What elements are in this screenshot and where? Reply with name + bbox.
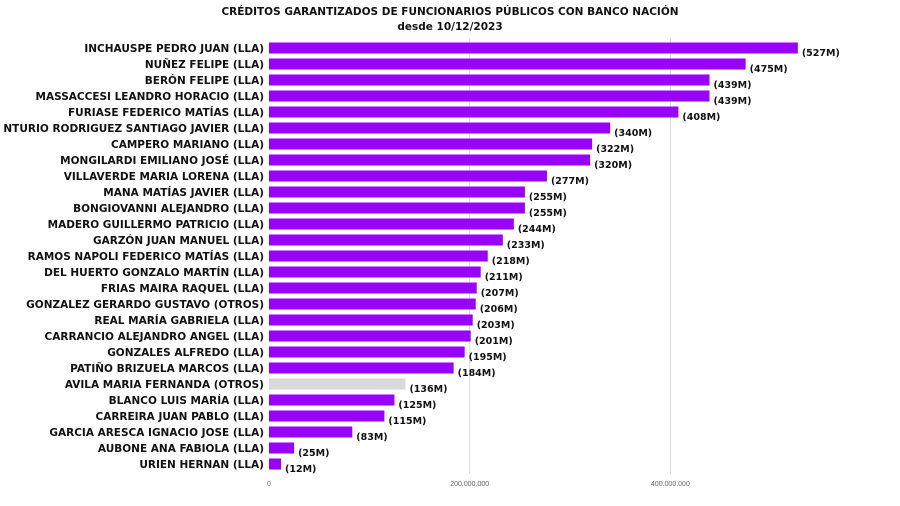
- data-label: (340M): [614, 128, 652, 139]
- bar: [269, 138, 593, 150]
- data-label: (218M): [492, 256, 530, 267]
- bar: [269, 282, 477, 294]
- x-tick-label: 200.000.000: [450, 481, 489, 488]
- chart-title: CRÉDITOS GARANTIZADOS DE FUNCIONARIOS PÚ…: [221, 6, 679, 18]
- bar: [269, 74, 710, 86]
- bar: [269, 410, 385, 422]
- bar: [269, 346, 465, 358]
- x-tick-label: 0: [267, 481, 271, 488]
- bar: [269, 90, 710, 102]
- category-label: FRIAS MAIRA RAQUEL (LLA): [101, 283, 264, 295]
- data-label: (233M): [507, 240, 545, 251]
- data-label: (83M): [356, 432, 387, 443]
- chart-subtitle: desde 10/12/2023: [397, 21, 503, 33]
- data-label: (277M): [551, 176, 589, 187]
- category-label: AVILA MARIA FERNANDA (OTROS): [65, 379, 264, 391]
- bar: [269, 42, 798, 54]
- bar: [269, 426, 353, 438]
- category-label: NTURIO RODRIGUEZ SANTIAGO JAVIER (LLA): [3, 123, 264, 135]
- category-label: CARRANCIO ALEJANDRO ANGEL (LLA): [45, 331, 264, 343]
- category-label: INCHAUSPE PEDRO JUAN (LLA): [84, 43, 264, 55]
- category-label: MASSACCESI LEANDRO HORACIO (LLA): [36, 91, 264, 103]
- data-label: (320M): [594, 160, 632, 171]
- data-label: (203M): [477, 320, 515, 331]
- category-label: MONGILARDI EMILIANO JOSÉ (LLA): [60, 154, 264, 167]
- bar: [269, 442, 295, 454]
- data-label: (244M): [518, 224, 556, 235]
- data-label: (439M): [714, 80, 752, 91]
- data-label: (201M): [475, 336, 513, 347]
- bar: [269, 58, 746, 70]
- bar: [269, 314, 473, 326]
- category-label: PATIÑO BRIZUELA MARCOS (LLA): [70, 362, 264, 375]
- bar: [269, 298, 476, 310]
- category-label: DEL HUERTO GONZALO MARTÍN (LLA): [44, 266, 264, 279]
- category-label: CAMPERO MARIANO (LLA): [111, 139, 264, 151]
- category-label: GARCIA ARESCA IGNACIO JOSE (LLA): [49, 427, 264, 439]
- data-label: (206M): [480, 304, 518, 315]
- category-label: URIEN HERNAN (LLA): [139, 459, 264, 471]
- data-label: (184M): [458, 368, 496, 379]
- data-label: (195M): [469, 352, 507, 363]
- category-label: BLANCO LUIS MARÍA (LLA): [109, 394, 264, 407]
- bar: [269, 186, 525, 198]
- bar: [269, 202, 525, 214]
- bar: [269, 122, 611, 134]
- x-tick-label: 400.000.000: [651, 481, 690, 488]
- category-label: REAL MARÍA GABRIELA (LLA): [94, 314, 264, 327]
- category-label: BONGIOVANNI ALEJANDRO (LLA): [73, 203, 264, 215]
- bar: [269, 250, 488, 262]
- bar: [269, 234, 503, 246]
- category-label: GARZÓN JUAN MANUEL (LLA): [93, 234, 264, 247]
- data-label: (136M): [409, 384, 447, 395]
- data-label: (255M): [529, 208, 567, 219]
- bar: [269, 394, 395, 406]
- data-label: (211M): [485, 272, 523, 283]
- bar: [269, 330, 471, 342]
- category-label: GONZALEZ GERARDO GUSTAVO (OTROS): [26, 299, 264, 311]
- data-label: (125M): [398, 400, 436, 411]
- bar: [269, 378, 406, 390]
- data-label: (322M): [596, 144, 634, 155]
- bar: [269, 266, 481, 278]
- bar: [269, 218, 514, 230]
- category-label: CARREIRA JUAN PABLO (LLA): [96, 411, 265, 423]
- category-label: FURIASE FEDERICO MATÍAS (LLA): [68, 106, 264, 119]
- category-label: BERÓN FELIPE (LLA): [145, 74, 264, 87]
- bar: [269, 170, 547, 182]
- data-label: (12M): [285, 464, 316, 475]
- category-label: RAMOS NAPOLI FEDERICO MATÍAS (LLA): [28, 250, 264, 263]
- category-label: VILLAVERDE MARIA LORENA (LLA): [64, 171, 264, 183]
- data-label: (207M): [481, 288, 519, 299]
- category-label: MADERO GUILLERMO PATRICIO (LLA): [48, 219, 264, 231]
- category-label: GONZALES ALFREDO (LLA): [107, 347, 264, 359]
- bar: [269, 458, 282, 470]
- data-label: (115M): [388, 416, 426, 427]
- category-label: NUÑEZ FELIPE (LLA): [145, 58, 264, 71]
- category-label: AUBONE ANA FABIOLA (LLA): [98, 443, 264, 455]
- data-label: (255M): [529, 192, 567, 203]
- data-label: (25M): [298, 448, 329, 459]
- bar: [269, 362, 454, 374]
- bar: [269, 106, 679, 118]
- data-label: (527M): [802, 48, 840, 59]
- data-label: (475M): [750, 64, 788, 75]
- category-label: MANA MATÍAS JAVIER (LLA): [103, 186, 264, 199]
- data-label: (408M): [682, 112, 720, 123]
- bar: [269, 154, 591, 166]
- data-label: (439M): [714, 96, 752, 107]
